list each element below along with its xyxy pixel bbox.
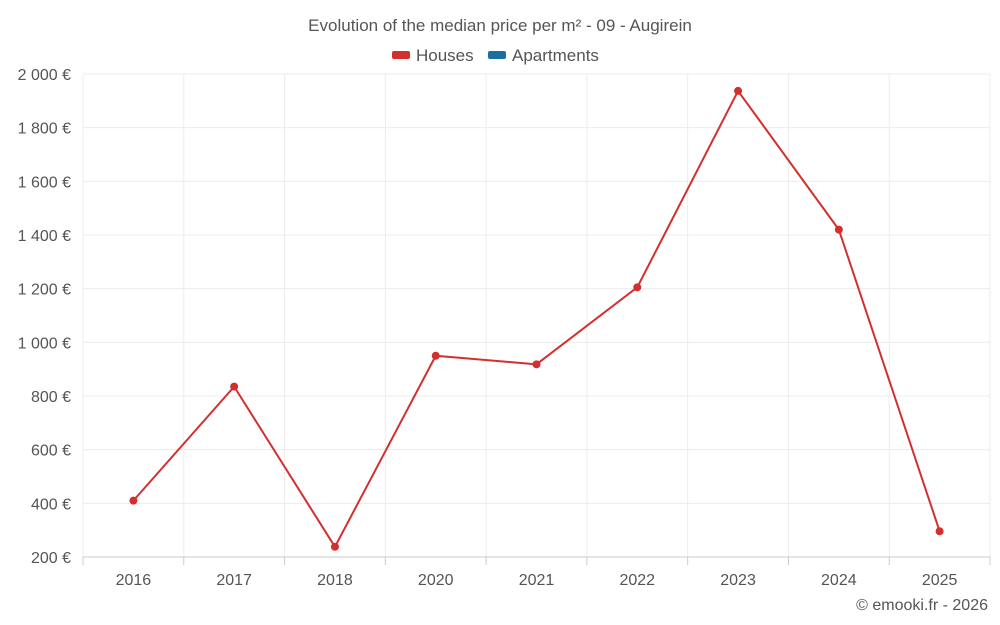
x-tick-label: 2021 [519, 572, 555, 589]
credit: © emooki.fr - 2026 [856, 597, 988, 614]
data-point-houses-2020[interactable] [431, 351, 440, 360]
data-point-houses-2022[interactable] [633, 283, 642, 292]
x-tick-label: 2022 [619, 572, 655, 589]
y-tick-label: 1 200 € [18, 282, 71, 299]
data-point-houses-2017[interactable] [230, 382, 239, 391]
x-gridlines [82, 74, 991, 565]
x-tick-label: 2023 [720, 572, 756, 589]
data-point-houses-2021[interactable] [532, 360, 541, 369]
y-tick-label: 800 € [31, 389, 71, 406]
x-tick-label: 2016 [116, 572, 152, 589]
series-line-houses [132, 89, 941, 548]
x-tick-label: 2025 [922, 572, 958, 589]
legend-item-apartments[interactable]: Apartments [488, 46, 599, 65]
y-gridlines [83, 73, 990, 504]
chart-title: Evolution of the median price per m² - 0… [308, 16, 692, 35]
y-tick-label: 200 € [31, 550, 71, 567]
x-axis-ticks: 2016 2017 2018 2020 2021 2022 2023 2024 2025 [116, 572, 958, 589]
series-houses [129, 86, 944, 551]
legend-label-houses: Houses [416, 46, 474, 65]
x-tick-label: 2017 [216, 572, 252, 589]
x-tick-label: 2024 [821, 572, 857, 589]
data-point-houses-2018[interactable] [330, 542, 339, 551]
y-tick-label: 600 € [31, 443, 71, 460]
legend: Houses Apartments [392, 46, 599, 65]
y-tick-label: 1 400 € [18, 228, 71, 245]
legend-label-apartments: Apartments [512, 46, 599, 65]
data-point-houses-2024[interactable] [834, 225, 843, 234]
data-point-houses-2016[interactable] [129, 496, 138, 505]
y-tick-label: 400 € [31, 496, 71, 513]
y-tick-label: 2 000 € [18, 67, 71, 84]
y-axis-ticks: 200 € 400 € 600 € 800 € 1 000 € 1 200 € 1 400 … [18, 67, 71, 567]
data-point-houses-2023[interactable] [734, 86, 743, 95]
x-tick-label: 2020 [418, 572, 454, 589]
x-tick-label: 2018 [317, 572, 353, 589]
y-tick-label: 1 800 € [18, 121, 71, 138]
legend-swatch-houses [392, 51, 410, 59]
data-point-houses-2025[interactable] [935, 527, 944, 536]
legend-item-houses[interactable]: Houses [392, 46, 474, 65]
legend-swatch-apartments [488, 51, 506, 59]
y-tick-label: 1 000 € [18, 335, 71, 352]
y-tick-label: 1 600 € [18, 174, 71, 191]
